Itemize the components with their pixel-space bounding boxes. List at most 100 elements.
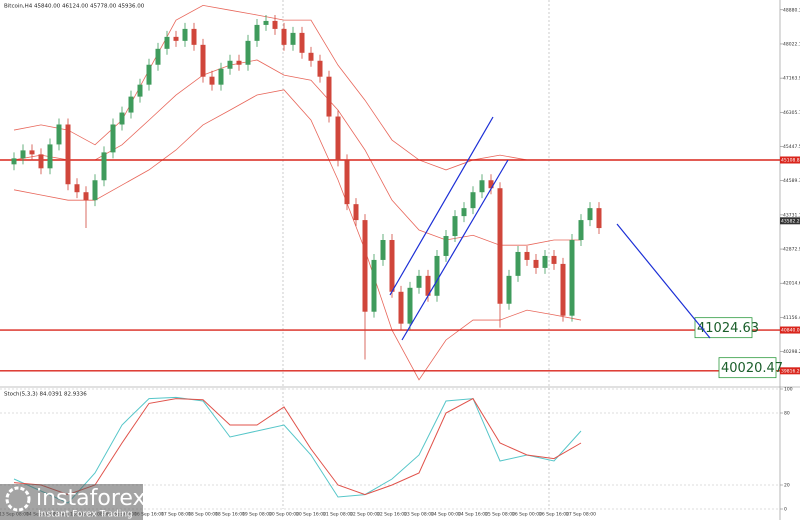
level-tag-label: 40840.00 [781, 328, 800, 334]
target-box [694, 317, 753, 339]
candle-body [272, 20, 278, 29]
candle-body [308, 52, 314, 61]
logo [5, 486, 31, 512]
candle-body [470, 192, 476, 209]
candle-body [29, 150, 35, 155]
x-tick-label: 16 Sep 16:00 [134, 512, 164, 518]
candle-body [101, 152, 107, 181]
x-tick-label: 20 Sep 16:00 [296, 512, 326, 518]
candle-body [281, 28, 287, 45]
indicator-header: Stoch(5,3,3) 84.0391 82.9336 [4, 392, 87, 398]
band-line [13, 59, 581, 246]
candle-body [434, 255, 440, 296]
plot-area: 48880.37 48022.16 47163.95 46305.74 45447.53… [0, 4, 800, 518]
candle-body [218, 68, 224, 85]
candle-body [425, 275, 431, 296]
level-tag [780, 367, 800, 375]
x-tick-label: 18 Sep 16:00 [215, 512, 245, 518]
candle-body [551, 255, 557, 264]
indicator-line [13, 397, 582, 496]
candle-body [542, 255, 548, 268]
candle-body [407, 287, 413, 324]
x-tick-label: 25 Sep 08:00 [485, 512, 515, 518]
candle-body [569, 240, 575, 316]
candle-body [371, 259, 377, 312]
candle-body [461, 208, 467, 217]
candle-body [254, 24, 260, 41]
x-tick-label: 21 Sep 08:00 [323, 512, 353, 518]
y-tick-label: 45447.53 [783, 144, 800, 150]
candle-body [560, 263, 566, 316]
band-line [13, 4, 581, 171]
x-tick-label: 18 Sep 00:00 [188, 512, 218, 518]
candle-body [74, 184, 80, 193]
candle-body [200, 44, 206, 77]
candle-body [11, 158, 17, 165]
watermark: instaforex Instant Forex Trading [0, 484, 146, 520]
y-tick-label: 40298.27 [783, 349, 800, 355]
y-tick-label: 48022.16 [783, 41, 800, 47]
candle-body [533, 259, 539, 268]
x-tick-label: 20 Sep 00:00 [269, 512, 299, 518]
x-tick-label: 26 Sep 00:00 [512, 512, 542, 518]
candle-body [83, 192, 89, 201]
candle-body [155, 48, 161, 65]
y-tick-label: 43731.11 [783, 212, 800, 218]
candle-body [335, 116, 341, 161]
y-tick-label: 20 [784, 483, 790, 489]
channel-line [389, 116, 494, 296]
candle-body [326, 76, 332, 117]
target-box [718, 357, 777, 379]
candle-body [263, 20, 269, 25]
candle-body [488, 180, 494, 189]
y-tick-label: 100 [784, 387, 793, 393]
brand-tagline: Instant Forex Trading [38, 510, 133, 520]
y-tick-label: 44589.32 [783, 178, 800, 184]
candle-body [443, 236, 449, 256]
candle-body [20, 150, 26, 159]
candle-body [164, 36, 170, 49]
level-tag-label: 45108.82 [781, 157, 800, 163]
x-tick-label: 22 Sep 00:00 [350, 512, 380, 518]
candle-body [524, 251, 530, 260]
y-tick-label: 48880.37 [783, 7, 800, 13]
candle-body [110, 124, 116, 153]
candle-body [506, 275, 512, 304]
candle-body [173, 36, 179, 41]
candle-body [497, 188, 503, 304]
band-line [13, 89, 582, 381]
candle-body [353, 204, 359, 221]
candle-body [317, 60, 323, 77]
candle-body [452, 216, 458, 237]
candle-body [344, 160, 350, 205]
x-tick-label: 23 Sep 08:00 [404, 512, 434, 518]
y-tick-label: 41156.48 [783, 315, 800, 321]
candle-body [299, 32, 305, 53]
candle-body [227, 60, 233, 69]
level-tag [780, 326, 800, 334]
y-tick-label: 42014.69 [783, 281, 800, 287]
last-price-tag [780, 217, 800, 225]
candle-body [380, 240, 386, 260]
candle-body [137, 84, 143, 97]
candle-body [596, 208, 602, 229]
x-tick-label: 24 Sep 16:00 [458, 512, 488, 518]
candle-body [290, 32, 296, 45]
x-tick-label: 27 Sep 08:00 [566, 512, 596, 518]
candle-body [146, 64, 152, 85]
candle-body [47, 144, 53, 169]
candle-body [38, 154, 44, 169]
candle-body [182, 28, 188, 41]
x-tick-label: 22 Sep 16:00 [377, 512, 407, 518]
target-label: 41024.63 [697, 321, 759, 336]
candle-body [362, 220, 368, 312]
x-tick-label: 17 Sep 08:00 [161, 512, 191, 518]
projection-line [616, 223, 711, 339]
y-tick-label: 0 [784, 507, 787, 513]
candle-body [119, 112, 125, 125]
candle-body [209, 76, 215, 85]
y-tick-label: 46305.74 [783, 110, 800, 116]
indicator-line [13, 396, 582, 504]
